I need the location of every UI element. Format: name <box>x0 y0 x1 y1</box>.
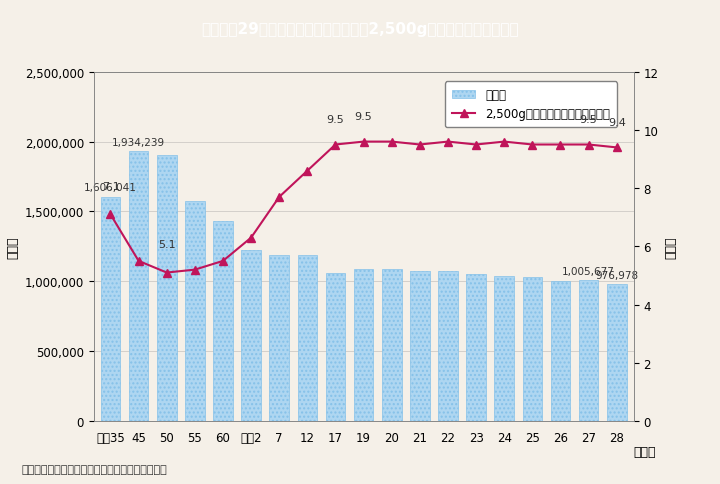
Bar <box>101 197 120 421</box>
Bar <box>467 274 486 421</box>
Text: 1,005,677: 1,005,677 <box>562 267 615 277</box>
Bar <box>297 255 318 421</box>
Text: 9.4: 9.4 <box>608 118 626 128</box>
Bar <box>241 251 261 421</box>
Legend: 出生数, 2,500g未満の出生割合（右目盛）: 出生数, 2,500g未満の出生割合（右目盛） <box>445 82 617 128</box>
Text: Ｉ－特－29図　出生数及び出生時体重2,500g未満の出生割合の推移: Ｉ－特－29図 出生数及び出生時体重2,500g未満の出生割合の推移 <box>201 22 519 36</box>
Bar <box>495 276 514 421</box>
Text: 1,934,239: 1,934,239 <box>112 137 165 147</box>
Bar <box>438 272 458 421</box>
Bar <box>551 281 570 421</box>
Text: 976,978: 976,978 <box>595 271 639 281</box>
Bar <box>185 201 204 421</box>
Text: 7.1: 7.1 <box>102 182 120 192</box>
Bar <box>579 281 598 421</box>
Text: 9.5: 9.5 <box>355 112 372 122</box>
Text: （備考）厚生労働省「人口動態調査」より作成。: （備考）厚生労働省「人口動態調査」より作成。 <box>22 464 167 474</box>
Bar <box>354 269 374 421</box>
Text: 9.5: 9.5 <box>580 115 598 125</box>
Text: 1,606,041: 1,606,041 <box>84 183 137 193</box>
Bar <box>157 156 176 421</box>
Bar <box>129 151 148 421</box>
Bar <box>269 256 289 421</box>
Text: 9.5: 9.5 <box>327 115 344 125</box>
Y-axis label: （％）: （％） <box>664 236 677 258</box>
Bar <box>523 277 542 421</box>
Bar <box>607 285 626 421</box>
X-axis label: （年）: （年） <box>633 445 656 458</box>
Bar <box>410 272 430 421</box>
Bar <box>213 222 233 421</box>
Y-axis label: （人）: （人） <box>6 236 19 258</box>
Text: 5.1: 5.1 <box>158 240 176 250</box>
Bar <box>325 273 346 421</box>
Bar <box>382 269 402 421</box>
